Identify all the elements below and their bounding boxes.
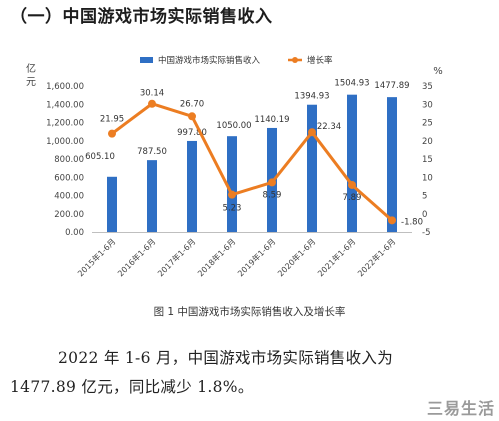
- growth-rate-label: 26.70: [180, 99, 204, 109]
- growth-rate-point: [348, 180, 356, 189]
- bar: [307, 104, 317, 232]
- bar: [227, 136, 237, 232]
- left-tick-label: 0.00: [65, 228, 84, 238]
- growth-rate-label: 21.95: [100, 115, 124, 125]
- growth-rate-point: [388, 216, 396, 225]
- x-category-label: 2017年1-6月: [155, 236, 197, 278]
- left-tick-label: 1,600.00: [46, 82, 84, 92]
- right-tick-label: 35: [422, 82, 433, 92]
- growth-rate-label: 7.89: [343, 193, 362, 203]
- left-tick-label: 400.00: [54, 192, 84, 202]
- section-heading: （一）中国游戏市场实际销售收入: [10, 7, 273, 27]
- x-category-label: 2018年1-6月: [195, 236, 237, 278]
- x-category-label: 2016年1-6月: [115, 236, 157, 278]
- legend-bar-label: 中国游戏市场实际销售收入: [158, 55, 261, 66]
- right-tick-label: 0: [422, 210, 427, 220]
- bar-value-label: 605.10: [85, 152, 115, 162]
- growth-rate-label: 8.59: [263, 190, 282, 200]
- growth-rate-label: 22.34: [317, 122, 341, 132]
- legend-line-label: 增长率: [307, 55, 333, 66]
- bar-value-label: 997.80: [177, 128, 207, 138]
- growth-rate-point: [228, 190, 236, 199]
- x-category-label: 2019年1-6月: [235, 236, 277, 278]
- bar: [347, 94, 357, 232]
- growth-rate-label: -1.80: [401, 217, 423, 227]
- bar-value-label: 1504.93: [334, 79, 369, 89]
- bar: [107, 176, 117, 232]
- bar-value-label: 787.50: [137, 147, 167, 157]
- bar: [387, 97, 397, 232]
- body-text-line-1: 2022 年 1-6 月，中国游戏市场实际销售收入为: [58, 349, 393, 367]
- left-axis-unit-char: 元: [26, 77, 36, 88]
- growth-rate-point: [148, 99, 156, 108]
- left-axis-unit-char: 亿: [26, 62, 36, 75]
- x-category-label: 2022年1-6月: [355, 236, 397, 278]
- figure-caption: 图 1 中国游戏市场实际销售收入及增长率: [153, 306, 346, 318]
- left-tick-label: 600.00: [54, 173, 84, 183]
- left-tick-label: 1,200.00: [46, 119, 84, 129]
- right-tick-label: -5: [422, 228, 430, 238]
- watermark-logo: 三易生活: [426, 399, 495, 418]
- legend-bar-swatch: [140, 57, 153, 63]
- growth-rate-point: [108, 129, 116, 138]
- bar-value-label: 1050.00: [216, 121, 251, 131]
- left-tick-label: 1,400.00: [46, 100, 84, 110]
- bar-value-label: 1477.89: [374, 81, 409, 91]
- growth-rate-label: 30.14: [140, 89, 164, 99]
- bar-value-label: 1394.93: [294, 92, 329, 102]
- right-tick-label: 25: [422, 119, 433, 129]
- bar-value-label: 1140.19: [254, 115, 289, 125]
- growth-rate-label: 5.23: [223, 204, 242, 214]
- right-tick-label: 5: [422, 192, 427, 202]
- left-tick-label: 1,000.00: [46, 137, 84, 147]
- body-text-line-2: 1477.89 亿元，同比减少 1.8%。: [10, 378, 254, 396]
- x-category-label: 2015年1-6月: [75, 236, 117, 278]
- growth-rate-point: [308, 128, 316, 137]
- right-tick-label: 10: [422, 173, 433, 183]
- right-axis-unit: %: [433, 66, 443, 77]
- right-tick-label: 30: [422, 100, 433, 110]
- growth-rate-point: [188, 112, 196, 121]
- right-tick-label: 15: [422, 155, 433, 165]
- growth-rate-point: [268, 178, 276, 187]
- x-category-label: 2020年1-6月: [275, 236, 317, 278]
- bar: [187, 140, 197, 232]
- growth-rate-line: [111, 102, 393, 222]
- bar: [147, 160, 157, 232]
- left-tick-label: 200.00: [54, 210, 84, 220]
- right-tick-label: 20: [422, 137, 433, 147]
- x-category-label: 2021年1-6月: [315, 236, 357, 278]
- left-tick-label: 800.00: [54, 155, 84, 165]
- legend-line-marker: [292, 57, 298, 63]
